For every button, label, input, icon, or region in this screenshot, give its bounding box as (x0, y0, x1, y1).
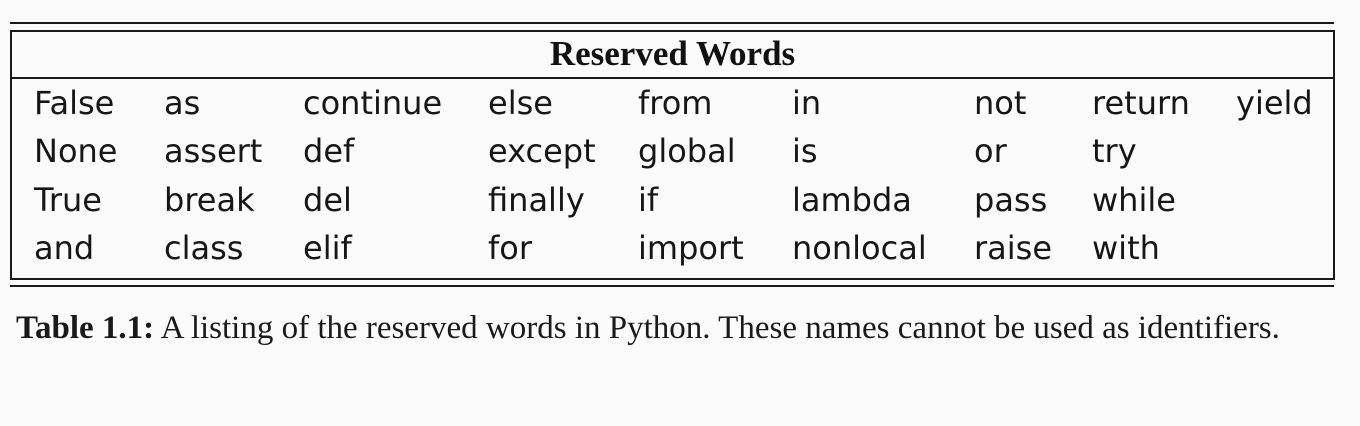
reserved-word-try: try (1092, 132, 1137, 170)
reserved-word-with: with (1092, 229, 1160, 267)
reserved-word-while: while (1092, 181, 1176, 219)
reserved-word-not: not (974, 84, 1027, 122)
reserved-word-none: None (34, 132, 118, 170)
table-caption: Table 1.1: A listing of the reserved wor… (16, 304, 1336, 352)
top-rule (10, 22, 1334, 24)
reserved-word-else: else (488, 84, 553, 122)
reserved-word-del: del (303, 181, 352, 219)
reserved-word-yield: yield (1236, 84, 1313, 122)
reserved-word-continue: continue (303, 84, 443, 122)
reserved-word-and: and (34, 229, 95, 267)
reserved-word-assert: assert (164, 132, 263, 170)
reserved-word-nonlocal: nonlocal (792, 229, 927, 267)
reserved-word-in: in (792, 84, 822, 122)
reserved-words-table: Reserved Words False None True and as assert b… (10, 30, 1335, 280)
reserved-word-elif: elif (303, 229, 352, 267)
reserved-word-or: or (974, 132, 1007, 170)
reserved-word-class: class (164, 229, 244, 267)
reserved-word-except: except (488, 132, 596, 170)
reserved-word-finally: finally (488, 181, 585, 219)
caption-label: Table 1.1: (16, 310, 155, 346)
reserved-word-from: from (638, 84, 713, 122)
table-title: Reserved Words (12, 32, 1333, 79)
reserved-word-raise: raise (974, 229, 1053, 267)
reserved-word-import: import (638, 229, 744, 267)
reserved-word-is: is (792, 132, 818, 170)
reserved-word-as: as (164, 84, 201, 122)
bottom-rule (10, 285, 1334, 287)
reserved-word-global: global (638, 132, 736, 170)
caption-text: A listing of the reserved words in Pytho… (154, 310, 1280, 346)
reserved-word-lambda: lambda (792, 181, 912, 219)
reserved-word-for: for (488, 229, 532, 267)
reserved-word-break: break (164, 181, 255, 219)
reserved-word-def: def (303, 132, 355, 170)
reserved-word-return: return (1092, 84, 1190, 122)
reserved-word-if: if (638, 181, 659, 219)
reserved-word-true: True (34, 181, 102, 219)
reserved-word-false: False (34, 84, 115, 122)
reserved-word-pass: pass (974, 181, 1048, 219)
